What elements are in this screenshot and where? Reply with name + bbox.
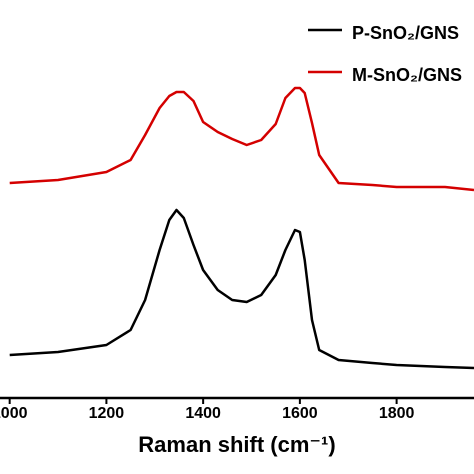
x-axis-label: Raman shift (cm⁻¹): [138, 432, 335, 457]
legend-label: P-SnO₂/GNS: [352, 23, 459, 43]
legend-label: M-SnO₂/GNS: [352, 65, 462, 85]
series-line: [9, 208, 474, 370]
series-line: [9, 86, 474, 192]
x-tick-label: 1200: [89, 405, 125, 422]
x-tick-label: 1800: [379, 405, 415, 422]
x-tick-label: 1600: [282, 405, 318, 422]
x-tick-label: 1000: [0, 405, 28, 422]
x-tick-label: 1400: [185, 405, 221, 422]
